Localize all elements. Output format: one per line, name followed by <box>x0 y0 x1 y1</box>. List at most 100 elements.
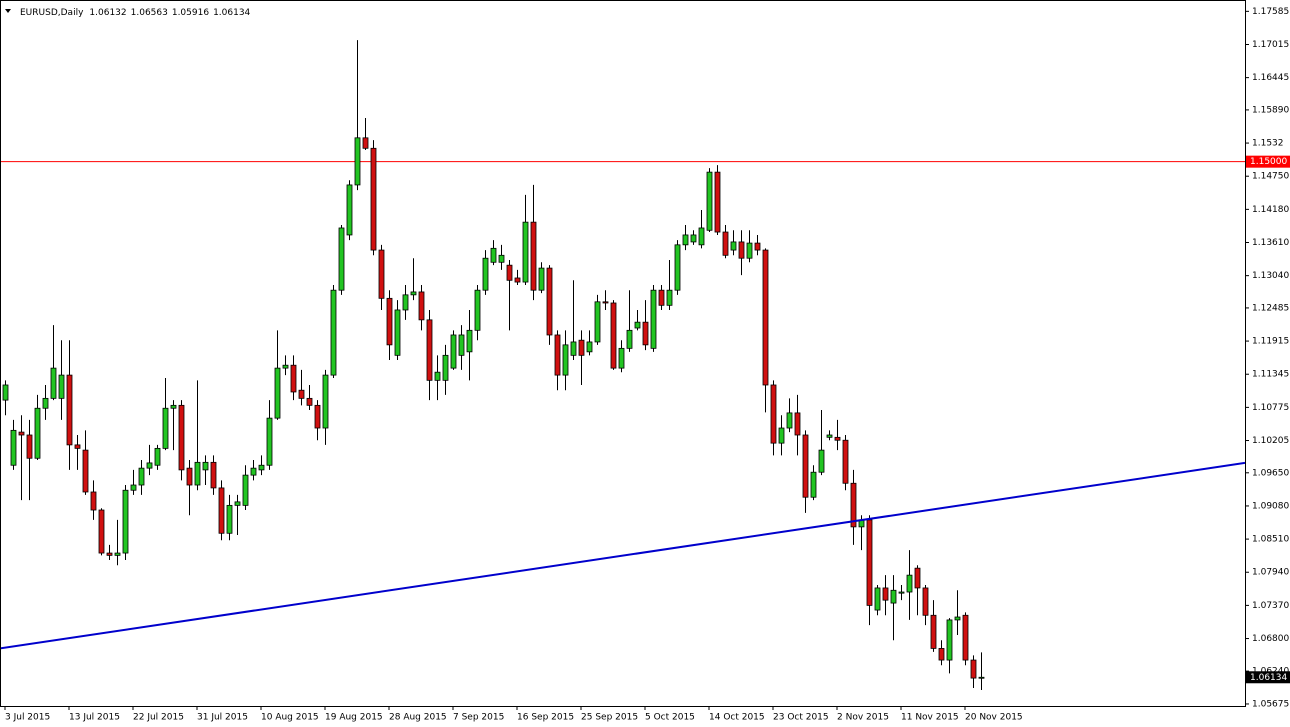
candle-body <box>834 436 841 441</box>
candle-body <box>250 467 257 476</box>
candle-body <box>2 384 9 401</box>
candle-body <box>818 449 825 473</box>
candle-body <box>178 404 185 471</box>
y-tick-label: 1.08510 <box>1252 535 1289 545</box>
candle-body <box>594 301 601 343</box>
candle-body <box>674 244 681 291</box>
candle-body <box>50 367 57 399</box>
candle-body <box>98 509 105 554</box>
candle-body <box>978 676 985 679</box>
candle-body <box>274 367 281 419</box>
candle-body <box>58 374 65 399</box>
candle-body <box>562 344 569 376</box>
y-tick-label: 1.14750 <box>1252 172 1289 182</box>
candle-body <box>114 552 121 556</box>
x-tick-label: 20 Nov 2015 <box>965 713 1023 723</box>
axes: 1.17585 1.17015 1.16445 1.15890 1.1532 1.1475… <box>4 7 1290 723</box>
candle-body <box>882 587 889 601</box>
candle-body <box>34 407 41 459</box>
candle-body <box>586 341 593 353</box>
candle-body <box>242 474 249 506</box>
x-tick-label: 31 Jul 2015 <box>197 713 248 723</box>
candle-body <box>338 227 345 291</box>
candle-body <box>506 264 513 281</box>
candle-body <box>762 249 769 386</box>
candle-body <box>538 267 545 291</box>
y-tick-label: 1.13610 <box>1252 238 1289 248</box>
trend-line <box>1 461 1245 650</box>
candle-body <box>914 567 921 589</box>
candle-body <box>746 242 753 259</box>
candle-body <box>322 374 329 429</box>
candle-body <box>442 354 449 381</box>
x-tick-label: 25 Sep 2015 <box>581 713 638 723</box>
candle-body <box>826 434 833 438</box>
candle-body <box>618 347 625 369</box>
candle-body <box>786 412 793 429</box>
candle-body <box>266 417 273 466</box>
candle-body <box>610 302 617 369</box>
y-tick-label: 1.10775 <box>1252 403 1289 413</box>
candle-body <box>10 429 17 466</box>
x-tick-label: 22 Jul 2015 <box>133 713 184 723</box>
y-tick-label: 1.15890 <box>1252 105 1289 115</box>
x-tick-label: 14 Oct 2015 <box>709 713 765 723</box>
level-label-box <box>1246 155 1290 168</box>
candle-body <box>162 407 169 449</box>
candle-body <box>906 574 913 593</box>
candle-body <box>570 341 577 356</box>
candle-body <box>106 552 113 556</box>
candle-body <box>202 461 209 471</box>
candle-body <box>170 404 177 409</box>
candle-body <box>418 291 425 321</box>
candle-body <box>458 334 465 356</box>
candle-body <box>362 137 369 149</box>
candle-body <box>498 254 505 263</box>
candle-body <box>146 462 153 469</box>
candle-body <box>354 137 361 186</box>
header-low: 1.05916 <box>172 8 209 18</box>
candle-body <box>954 616 961 621</box>
candle-body <box>682 234 689 246</box>
candle-body <box>394 309 401 356</box>
menu-arrow[interactable] <box>5 9 11 13</box>
candle-body <box>82 449 89 493</box>
candle-body <box>306 397 313 406</box>
candle-body <box>482 257 489 291</box>
candle-body <box>578 339 585 356</box>
level-label: 1.15000 <box>1250 157 1287 167</box>
candle-body <box>258 464 265 471</box>
candle-body <box>770 384 777 444</box>
candle-body <box>434 371 441 381</box>
candle-body <box>66 374 73 446</box>
candle-body <box>74 444 81 449</box>
candle-body <box>218 487 225 534</box>
candle-body <box>970 659 977 679</box>
y-tick-label: 1.11915 <box>1252 337 1289 347</box>
candle-body <box>626 329 633 349</box>
candle-body <box>602 301 609 304</box>
candle-body <box>490 247 497 263</box>
candle-body <box>794 412 801 436</box>
candle-body <box>378 249 385 299</box>
plot-frame <box>0 0 1246 707</box>
candle-body <box>210 461 217 489</box>
candle-body <box>410 291 417 296</box>
x-tick-label: 16 Sep 2015 <box>517 713 574 723</box>
header-open: 1.06132 <box>89 8 126 18</box>
chart-header: EURUSD,Daily 1.06132 1.06563 1.05916 1.06134 <box>20 8 251 18</box>
candle-body <box>466 329 473 353</box>
y-tick-label: 1.09080 <box>1252 501 1289 511</box>
candle-body <box>330 289 337 376</box>
candle-body <box>706 171 713 231</box>
y-tick-label: 1.12485 <box>1252 303 1289 313</box>
x-tick-label: 7 Sep 2015 <box>453 713 504 723</box>
candle-body <box>42 397 49 409</box>
price-label: 1.06134 <box>1250 673 1287 683</box>
y-tick-label: 1.07370 <box>1252 601 1289 611</box>
candle-body <box>346 184 353 236</box>
candle-body <box>26 434 33 459</box>
candle-body <box>690 234 697 243</box>
